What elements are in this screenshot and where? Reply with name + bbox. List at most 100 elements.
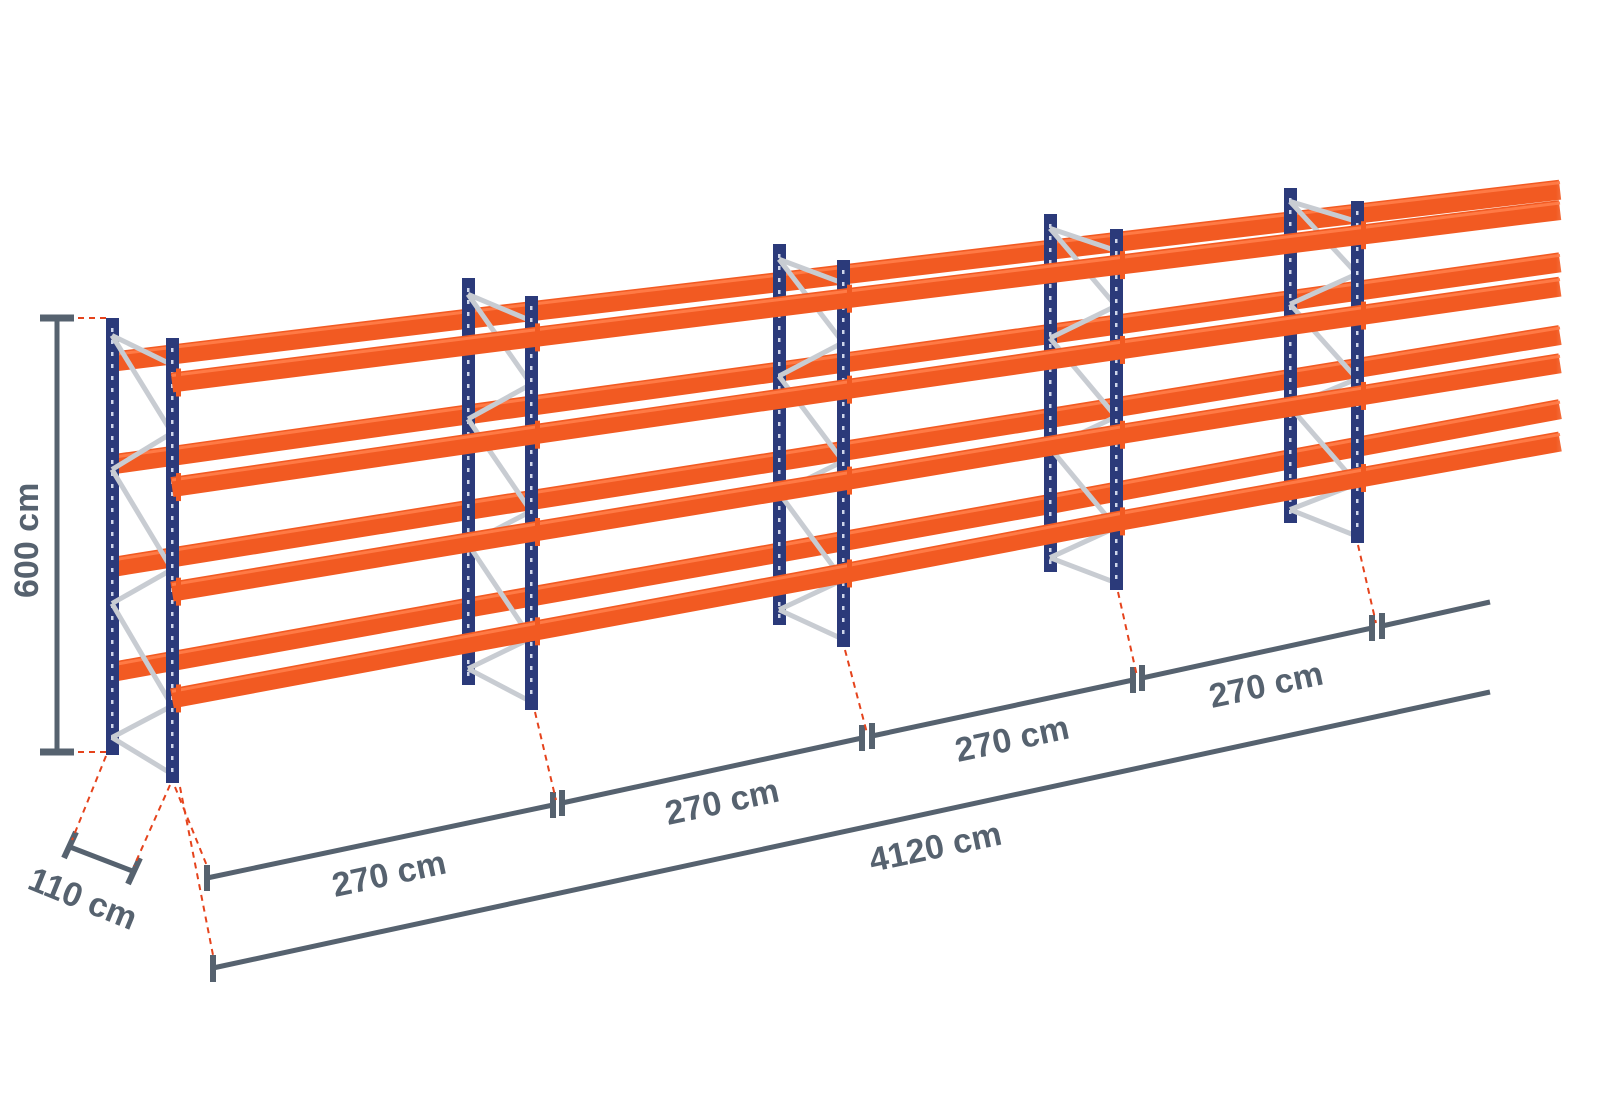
upright-hole [1289, 258, 1292, 262]
upright-hole [1049, 380, 1052, 384]
upright-hole [530, 366, 533, 370]
upright-hole [1115, 275, 1118, 279]
upright-hole [171, 468, 174, 472]
beam-connector [176, 473, 181, 502]
front-upright [166, 338, 179, 783]
upright-hole [467, 612, 470, 616]
upright-hole [1115, 563, 1118, 567]
upright-hole [778, 470, 781, 474]
upright-hole [778, 254, 781, 258]
bay-width-label-1: 270 cm [329, 844, 450, 905]
upright-hole [1356, 379, 1359, 383]
upright-hole [111, 424, 114, 428]
upright-hole [467, 288, 470, 292]
upright-hole [1289, 450, 1292, 454]
upright-hole [467, 564, 470, 568]
upright-hole [778, 554, 781, 558]
upright-hole [111, 592, 114, 596]
upright-hole [778, 422, 781, 426]
upright-hole [1115, 395, 1118, 399]
upright-hole [171, 600, 174, 604]
upright-hole [778, 542, 781, 546]
upright-hole [778, 410, 781, 414]
upright-hole [111, 532, 114, 536]
upright-hole [778, 290, 781, 294]
upright-hole [530, 570, 533, 574]
upright-hole [530, 318, 533, 322]
upright-hole [1356, 259, 1359, 263]
upright-hole [111, 652, 114, 656]
upright-hole [842, 510, 845, 514]
upright-hole [842, 462, 845, 466]
upright-hole [1115, 467, 1118, 471]
diagonal-brace [110, 703, 174, 740]
upright-hole [530, 354, 533, 358]
upright-hole [1049, 284, 1052, 288]
upright-hole [778, 338, 781, 342]
bay-dimension-line [206, 802, 554, 881]
upright-hole [1356, 463, 1359, 467]
front-upright [525, 296, 538, 710]
horizontal-brace [466, 666, 533, 704]
upright-hole [171, 732, 174, 736]
beam-connector [1120, 251, 1125, 280]
back-beam [110, 325, 1562, 577]
upright-hole [1289, 474, 1292, 478]
upright-hole [467, 396, 470, 400]
diagonal-brace [1288, 271, 1359, 307]
horizontal-brace [1289, 507, 1358, 539]
upright-hole [1049, 428, 1052, 432]
upright-hole [171, 660, 174, 664]
upright-hole [842, 426, 845, 430]
upright-hole [1049, 320, 1052, 324]
upright-hole [111, 640, 114, 644]
upright-hole [1115, 299, 1118, 303]
beam-connector [1361, 381, 1366, 410]
beam-connector [535, 323, 540, 352]
diagonal-brace [466, 382, 533, 422]
upright-hole [530, 462, 533, 466]
guide-line [133, 784, 171, 867]
upright-hole [842, 522, 845, 526]
upright-hole [842, 594, 845, 598]
upright-hole [467, 384, 470, 388]
upright-hole [111, 460, 114, 464]
upright-hole [111, 448, 114, 452]
upright-hole [842, 582, 845, 586]
upright-hole [1049, 344, 1052, 348]
upright-hole [1289, 210, 1292, 214]
upright-hole [1049, 476, 1052, 480]
upright-hole [111, 616, 114, 620]
upright-hole [171, 456, 174, 460]
upright-hole [467, 504, 470, 508]
beam-connector [176, 577, 181, 606]
upright-hole [111, 376, 114, 380]
upright-hole [467, 576, 470, 580]
horizontal-brace [1049, 225, 1117, 254]
beam-connector [535, 517, 540, 546]
upright-hole [1356, 415, 1359, 419]
diagonal-brace [109, 334, 175, 435]
upright-hole [171, 624, 174, 628]
upright-hole [111, 496, 114, 500]
horizontal-brace [110, 333, 174, 367]
upright-hole [111, 508, 114, 512]
upright-hole [111, 544, 114, 548]
beam-connector [176, 368, 181, 397]
upright-hole [1289, 222, 1292, 226]
upright-hole [530, 546, 533, 550]
upright-hole [171, 684, 174, 688]
upright-hole [467, 468, 470, 472]
upright-hole [1356, 487, 1359, 491]
upright-hole [530, 510, 533, 514]
upright-hole [1049, 416, 1052, 420]
back-upright [106, 318, 119, 755]
beam-connector [1120, 507, 1125, 536]
bay-dimension-line [561, 735, 863, 806]
upright-hole [1356, 511, 1359, 515]
guide-line [534, 711, 557, 801]
upright-hole [1049, 308, 1052, 312]
upright-hole [111, 580, 114, 584]
upright-hole [111, 688, 114, 692]
upright-hole [1289, 366, 1292, 370]
